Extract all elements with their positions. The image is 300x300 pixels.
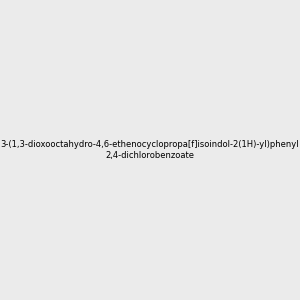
Text: 3-(1,3-dioxooctahydro-4,6-ethenocyclopropa[f]isoindol-2(1H)-yl)phenyl 2,4-dichlo: 3-(1,3-dioxooctahydro-4,6-ethenocyclopro… (1, 140, 299, 160)
